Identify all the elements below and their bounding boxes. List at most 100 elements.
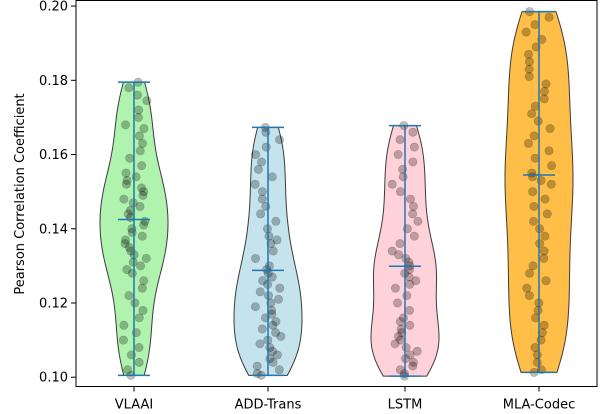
data-point-add-trans bbox=[268, 357, 278, 367]
data-point-add-trans bbox=[261, 201, 271, 211]
data-point-vlaai bbox=[131, 172, 141, 182]
data-point-vlaai bbox=[134, 131, 144, 141]
data-point-lstm bbox=[402, 291, 412, 301]
data-point-vlaai bbox=[134, 357, 144, 367]
plot-frame bbox=[75, 0, 598, 387]
data-point-mla-codec bbox=[529, 201, 539, 211]
data-point-vlaai bbox=[139, 276, 149, 286]
data-point-add-trans bbox=[256, 209, 266, 219]
data-point-mla-codec bbox=[536, 176, 546, 186]
data-point-lstm bbox=[408, 157, 418, 167]
data-point-vlaai bbox=[134, 313, 144, 323]
data-point-vlaai bbox=[127, 268, 137, 278]
data-point-mla-codec bbox=[539, 94, 549, 104]
data-point-add-trans bbox=[272, 350, 282, 360]
data-point-mla-codec bbox=[532, 357, 542, 367]
data-point-vlaai bbox=[127, 227, 137, 237]
data-point-vlaai bbox=[128, 198, 138, 208]
data-point-vlaai bbox=[136, 261, 146, 271]
data-point-lstm bbox=[401, 343, 411, 353]
x-tick-label-vlaai: VLAAI bbox=[115, 398, 153, 413]
data-point-add-trans bbox=[255, 339, 265, 349]
data-point-vlaai bbox=[132, 90, 142, 100]
x-tick-label-add-trans: ADD-Trans bbox=[235, 398, 302, 413]
data-point-vlaai bbox=[138, 138, 148, 148]
data-point-vlaai bbox=[126, 246, 136, 256]
data-point-mla-codec bbox=[529, 131, 539, 141]
data-point-mla-codec bbox=[537, 328, 547, 338]
data-point-vlaai bbox=[121, 179, 131, 189]
data-point-vlaai bbox=[141, 253, 151, 263]
data-point-vlaai bbox=[118, 335, 128, 345]
data-point-mla-codec bbox=[533, 305, 543, 315]
x-tick-label-mla-codec: MLA-Codec bbox=[503, 398, 575, 413]
data-point-add-trans bbox=[257, 324, 267, 334]
data-point-lstm bbox=[405, 350, 415, 360]
data-point-mla-codec bbox=[524, 64, 534, 74]
data-point-mla-codec bbox=[541, 276, 551, 286]
data-point-add-trans bbox=[274, 294, 284, 304]
data-point-vlaai bbox=[139, 124, 149, 134]
data-point-mla-codec bbox=[524, 72, 534, 82]
data-point-lstm bbox=[405, 279, 415, 289]
data-point-vlaai bbox=[130, 298, 140, 308]
data-point-add-trans bbox=[252, 361, 262, 371]
data-point-vlaai bbox=[134, 343, 144, 353]
data-point-lstm bbox=[409, 142, 419, 152]
data-point-vlaai bbox=[134, 112, 144, 122]
violins-layer bbox=[99, 11, 574, 377]
data-point-lstm bbox=[398, 172, 408, 182]
data-point-mla-codec bbox=[540, 194, 550, 204]
data-point-vlaai bbox=[139, 220, 149, 230]
data-point-mla-codec bbox=[545, 124, 555, 134]
data-point-lstm bbox=[387, 246, 397, 256]
data-point-mla-codec bbox=[539, 253, 549, 263]
y-tick-label: 0.16 bbox=[39, 148, 68, 163]
data-point-add-trans bbox=[257, 157, 267, 167]
data-point-vlaai bbox=[120, 235, 130, 245]
data-point-lstm bbox=[387, 179, 397, 189]
data-point-add-trans bbox=[266, 239, 276, 249]
data-point-mla-codec bbox=[528, 216, 538, 226]
data-point-add-trans bbox=[271, 216, 281, 226]
data-point-mla-codec bbox=[547, 161, 557, 171]
data-point-vlaai bbox=[137, 161, 147, 171]
data-point-add-trans bbox=[261, 142, 271, 152]
data-point-add-trans bbox=[250, 302, 260, 312]
data-point-add-trans bbox=[267, 272, 277, 282]
data-point-add-trans bbox=[275, 135, 285, 145]
data-point-add-trans bbox=[255, 287, 265, 297]
data-point-add-trans bbox=[272, 235, 282, 245]
data-point-vlaai bbox=[125, 153, 135, 163]
data-point-mla-codec bbox=[546, 179, 556, 189]
data-point-add-trans bbox=[257, 194, 267, 204]
data-point-lstm bbox=[393, 298, 403, 308]
y-axis-label: Pearson Correlation Coefficient bbox=[13, 93, 28, 294]
data-point-mla-codec bbox=[542, 209, 552, 219]
data-point-mla-codec bbox=[530, 153, 540, 163]
data-point-mla-codec bbox=[527, 109, 537, 119]
data-point-mla-codec bbox=[539, 86, 549, 96]
data-point-mla-codec bbox=[544, 146, 554, 156]
data-point-vlaai bbox=[136, 183, 146, 193]
data-point-vlaai bbox=[121, 168, 131, 178]
data-point-mla-codec bbox=[523, 138, 533, 148]
data-point-lstm bbox=[390, 339, 400, 349]
y-tick-label: 0.10 bbox=[39, 371, 68, 386]
data-point-lstm bbox=[395, 135, 405, 145]
data-point-lstm bbox=[395, 317, 405, 327]
data-point-mla-codec bbox=[541, 79, 551, 89]
data-point-mla-codec bbox=[525, 268, 535, 278]
data-point-vlaai bbox=[119, 320, 129, 330]
data-point-vlaai bbox=[142, 96, 152, 106]
data-point-lstm bbox=[397, 328, 407, 338]
y-tick-label: 0.14 bbox=[39, 222, 68, 237]
data-point-add-trans bbox=[257, 187, 267, 197]
data-point-mla-codec bbox=[524, 291, 534, 301]
data-point-vlaai bbox=[124, 291, 134, 301]
data-point-mla-codec bbox=[539, 246, 549, 256]
data-point-mla-codec bbox=[531, 42, 541, 52]
data-point-add-trans bbox=[261, 127, 271, 137]
data-point-add-trans bbox=[275, 283, 285, 293]
